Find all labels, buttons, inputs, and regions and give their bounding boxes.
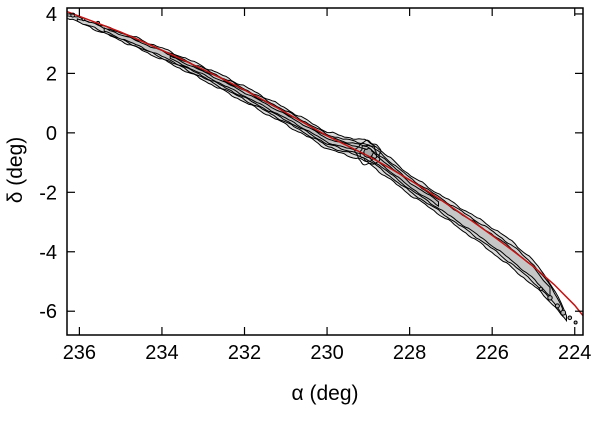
y-tick-label: 4 xyxy=(46,4,57,26)
knot-contour-2 xyxy=(359,144,378,162)
x-tick-label: 230 xyxy=(310,342,343,364)
plot-border xyxy=(66,7,584,336)
contour-level-4 xyxy=(169,55,439,208)
contour-level-3 xyxy=(103,27,551,298)
speck-contour-6 xyxy=(554,303,560,309)
x-tick-label: 236 xyxy=(63,342,96,364)
x-tick-label: 228 xyxy=(393,342,426,364)
knot-contour-1 xyxy=(354,139,382,166)
y-tick-label: 2 xyxy=(46,63,57,85)
speck-contour-8 xyxy=(567,315,573,321)
x-tick-label: 234 xyxy=(145,342,178,364)
y-tick-label: -4 xyxy=(39,242,57,264)
contour-level-2 xyxy=(76,18,563,318)
speck-contour-9 xyxy=(573,320,578,325)
speck-contour-4 xyxy=(538,286,544,291)
x-tick-label: 232 xyxy=(228,342,261,364)
x-tick-label: 226 xyxy=(475,342,508,364)
y-tick-label: 0 xyxy=(46,123,57,145)
axes: 236 234 232 230 228 226 224 4 2 0 -2 -4 -6 xyxy=(39,4,591,364)
contour-level-1 xyxy=(67,15,567,323)
plot-area xyxy=(67,10,583,325)
speck-contour-5 xyxy=(547,295,553,301)
x-tick-label: 224 xyxy=(558,342,591,364)
y-tick-label: -2 xyxy=(39,182,57,204)
speck-contour-7 xyxy=(560,309,567,316)
fit-line xyxy=(67,10,583,317)
x-axis-label: α (deg) xyxy=(291,382,359,405)
y-tick-label: -6 xyxy=(39,301,57,323)
y-axis-label: δ (deg) xyxy=(4,136,27,204)
